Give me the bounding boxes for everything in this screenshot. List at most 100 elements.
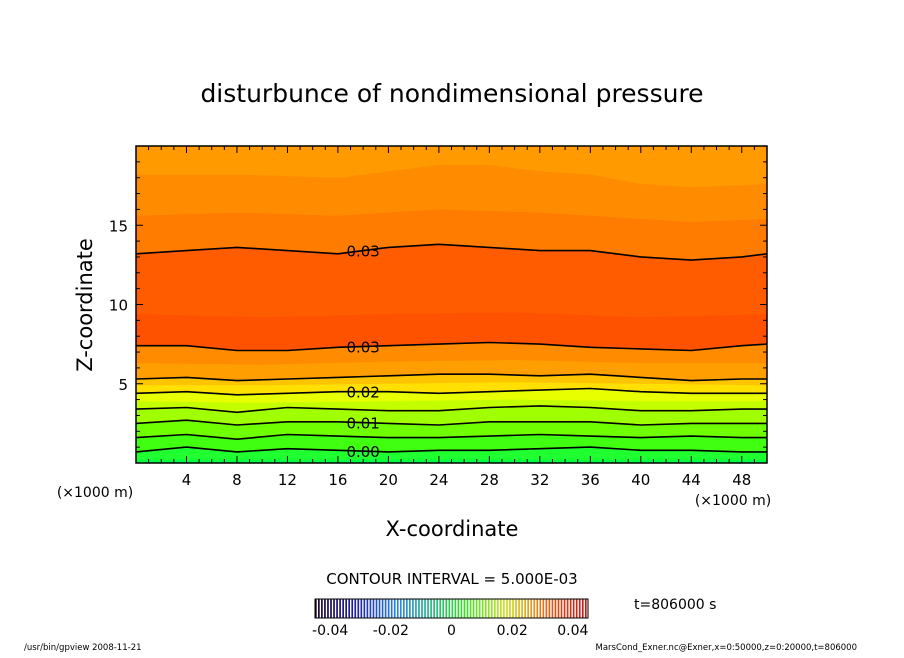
colorbar-stripe bbox=[484, 599, 487, 618]
colorbar-stripe bbox=[487, 599, 490, 618]
colorbar-stripe bbox=[402, 599, 405, 618]
colorbar-tick-label: 0.02 bbox=[497, 623, 528, 639]
colorbar-stripe bbox=[360, 599, 363, 618]
colorbar-stripe bbox=[566, 599, 569, 618]
colorbar-stripe bbox=[393, 599, 396, 618]
colorbar-stripe bbox=[512, 599, 514, 618]
x-tick-label: 44 bbox=[682, 471, 701, 489]
colorbar-stripe bbox=[406, 599, 408, 618]
contour-line bbox=[136, 446, 767, 453]
colorbar-tick-label: 0 bbox=[447, 623, 456, 639]
colorbar-stripe bbox=[460, 599, 463, 618]
colorbar-stripe bbox=[490, 599, 493, 618]
colorbar-stripe bbox=[333, 599, 335, 618]
colorbar-stripe bbox=[563, 599, 566, 618]
colorbar-stripe bbox=[539, 599, 542, 618]
colorbar-stripe bbox=[472, 599, 475, 618]
contour-lines bbox=[136, 243, 767, 453]
x-tick-label: 20 bbox=[379, 471, 398, 489]
x-tick-label: 24 bbox=[429, 471, 448, 489]
colorbar-stripe bbox=[348, 599, 351, 618]
colorbar-stripe bbox=[500, 599, 502, 618]
contour-labels: 0.03 0.03 0.02 0.01 0.00 bbox=[346, 243, 379, 462]
colorbar-stripe bbox=[427, 599, 429, 618]
colorbar-stripe bbox=[378, 599, 381, 618]
x-tick-label: 40 bbox=[631, 471, 650, 489]
colorbar-stripe bbox=[415, 599, 417, 618]
y-axis-label: Z-coordinate bbox=[73, 238, 97, 372]
y-tick-label: 10 bbox=[109, 297, 128, 315]
colorbar-stripe bbox=[418, 599, 420, 618]
plot-area bbox=[136, 146, 767, 463]
colorbar-stripe bbox=[381, 599, 384, 618]
colorbar-tick-label: -0.04 bbox=[312, 623, 348, 639]
contour-line bbox=[136, 387, 767, 396]
color-band bbox=[136, 447, 767, 463]
x-tick-label: 32 bbox=[530, 471, 549, 489]
colorbar-stripe bbox=[372, 599, 375, 618]
colorbar-stripe bbox=[448, 599, 451, 618]
colorbar-stripe bbox=[457, 599, 460, 618]
colorbar-stripe bbox=[351, 599, 354, 618]
colorbar-stripe bbox=[503, 599, 505, 618]
colorbar-stripe bbox=[430, 599, 432, 618]
colorbar-stripe bbox=[424, 599, 426, 618]
colorbar-stripe bbox=[324, 599, 326, 618]
colorbar-stripe bbox=[533, 599, 536, 618]
colorbar-stripe bbox=[478, 599, 481, 618]
x-tick-label: 8 bbox=[232, 471, 242, 489]
colorbar-stripe bbox=[584, 599, 587, 618]
colorbar-tick-label: -0.02 bbox=[373, 623, 409, 639]
colorbar-stripe bbox=[330, 599, 332, 618]
colorbar-stripe bbox=[390, 599, 393, 618]
colorbar-stripe bbox=[436, 599, 439, 618]
colorbar-stripe bbox=[345, 599, 348, 618]
colorbar-stripe bbox=[366, 599, 369, 618]
contour-label: 0.02 bbox=[346, 384, 379, 402]
colorbar-stripe bbox=[521, 599, 523, 618]
colorbar-stripe bbox=[336, 599, 338, 618]
colorbar-stripe bbox=[530, 599, 533, 618]
colorbar-stripe bbox=[581, 599, 584, 618]
x-tick-label: 4 bbox=[182, 471, 192, 489]
colorbar-stripe bbox=[542, 599, 545, 618]
colorbar-stripe bbox=[354, 599, 357, 618]
y-tick-label: 5 bbox=[118, 376, 128, 394]
colorbar-stripe bbox=[439, 599, 442, 618]
time-label: t=806000 s bbox=[634, 597, 716, 613]
colorbar-stripe bbox=[515, 599, 517, 618]
colorbar-stripe bbox=[578, 599, 581, 618]
x-tick-label: 16 bbox=[328, 471, 347, 489]
colorbar-stripe bbox=[433, 599, 435, 618]
x-axis-ticks: 4 8 12 16 20 24 28 32 36 40 44 48 bbox=[148, 146, 755, 489]
colorbar-stripe bbox=[463, 599, 466, 618]
colorbar-stripe bbox=[524, 599, 526, 618]
colorbar-stripe bbox=[466, 599, 469, 618]
x-tick-label: 12 bbox=[278, 471, 297, 489]
colorbar-stripe bbox=[315, 599, 317, 618]
colorbar-stripe bbox=[551, 599, 554, 618]
contour-line bbox=[136, 405, 767, 414]
colorbar-frame bbox=[314, 598, 589, 619]
colorbar-stripe bbox=[342, 599, 344, 618]
colorbar-stripe bbox=[363, 599, 366, 618]
chart-title: disturbunce of nondimensional pressure bbox=[200, 79, 703, 108]
colorbar-stripe bbox=[509, 599, 511, 618]
colorbar-stripe bbox=[409, 599, 411, 618]
colorbar-stripe bbox=[548, 599, 551, 618]
colorbar-stripe bbox=[321, 599, 323, 618]
contour-line bbox=[136, 373, 767, 382]
contour-interval-text: CONTOUR INTERVAL = 5.000E-03 bbox=[326, 570, 577, 588]
contour-label: 0.03 bbox=[346, 339, 379, 357]
x-tick-label: 48 bbox=[732, 471, 751, 489]
colorbar-stripe bbox=[445, 599, 448, 618]
colorbar-stripe bbox=[375, 599, 378, 618]
colorbar-stripe bbox=[475, 599, 478, 618]
x-tick-label: 28 bbox=[480, 471, 499, 489]
x-axis-unit-left: (×1000 m) bbox=[57, 485, 133, 501]
contour-label: 0.03 bbox=[346, 243, 379, 261]
colorbar-stripe bbox=[421, 599, 423, 618]
colorbar-stripe bbox=[497, 599, 499, 618]
colorbar-stripe bbox=[545, 599, 548, 618]
colorbar-stripe bbox=[572, 599, 575, 618]
